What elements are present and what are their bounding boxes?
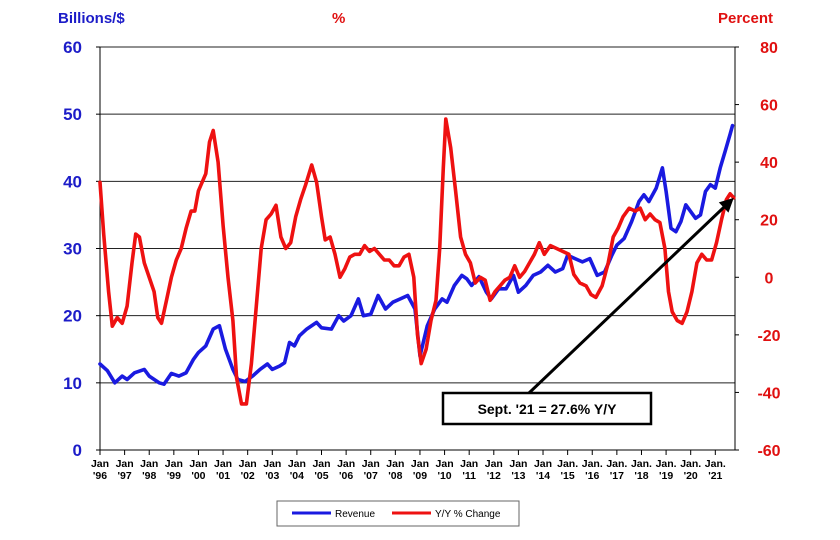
series-line-yoy-change	[98, 117, 736, 406]
series-lines	[98, 117, 736, 406]
x-tick-label: Jan	[337, 458, 355, 470]
x-tick-label: Jan	[386, 458, 404, 470]
x-tick-label: '16	[585, 470, 599, 482]
right-tick-label: -20	[757, 328, 780, 345]
x-tick-label: Jan	[460, 458, 478, 470]
x-tick-label: Jan	[116, 458, 134, 470]
legend-label-revenue: Revenue	[335, 509, 375, 520]
x-tick-label: '01	[216, 470, 230, 482]
x-tick-label: Jan	[312, 458, 330, 470]
x-tick-label: Jan	[411, 458, 429, 470]
x-tick-label: '09	[413, 470, 427, 482]
axes: 0102030405060-60-40-20020406080Jan'96Jan…	[63, 38, 781, 482]
left-tick-label: 60	[63, 38, 82, 57]
x-tick-label: Jan	[189, 458, 207, 470]
left-tick-label: 50	[63, 105, 82, 124]
annotation: Sept. '21 = 27.6% Y/Y	[441, 197, 734, 426]
right-tick-label: 40	[760, 155, 778, 172]
x-tick-label: '04	[290, 470, 304, 482]
x-tick-label: '03	[265, 470, 279, 482]
x-tick-label: Jan	[91, 458, 109, 470]
x-tick-label: '05	[314, 470, 328, 482]
x-tick-label: '98	[142, 470, 156, 482]
x-tick-label: Jan	[362, 458, 380, 470]
right-tick-label: 80	[760, 40, 778, 57]
x-tick-label: Jan	[239, 458, 257, 470]
x-tick-label: Jan.	[606, 458, 627, 470]
x-tick-label: Jan	[165, 458, 183, 470]
right-tick-label: 20	[760, 213, 778, 230]
left-axis-title: Billions/$	[58, 10, 125, 27]
legend: Revenue Y/Y % Change	[276, 500, 520, 527]
left-tick-label: 10	[63, 374, 82, 393]
x-tick-label: Jan.	[705, 458, 726, 470]
x-tick-label: '20	[684, 470, 698, 482]
x-tick-label: '06	[339, 470, 353, 482]
annotation-box	[441, 391, 653, 426]
x-tick-label: Jan	[436, 458, 454, 470]
left-tick-label: 20	[63, 307, 82, 326]
left-tick-label: 0	[73, 441, 82, 460]
x-tick-label: '18	[634, 470, 648, 482]
x-tick-label: Jan	[534, 458, 552, 470]
x-tick-label: Jan.	[557, 458, 578, 470]
left-tick-label: 30	[63, 240, 82, 259]
right-tick-label: 0	[765, 270, 774, 287]
annotation-text: Sept. '21 = 27.6% Y/Y	[478, 401, 618, 417]
annotation-arrowhead	[718, 197, 734, 213]
right-tick-label: -40	[757, 385, 780, 402]
annotation-arrow	[527, 203, 728, 395]
x-tick-label: Jan	[263, 458, 281, 470]
x-tick-label: '08	[388, 470, 402, 482]
x-tick-label: '11	[462, 470, 476, 482]
x-tick-label: '14	[536, 470, 550, 482]
x-tick-label: Jan	[140, 458, 158, 470]
x-tick-label: '96	[93, 470, 107, 482]
x-tick-label: Jan	[485, 458, 503, 470]
x-tick-label: '19	[659, 470, 673, 482]
x-tick-label: Jan.	[656, 458, 677, 470]
x-tick-label: '13	[511, 470, 525, 482]
x-tick-label: '21	[708, 470, 722, 482]
series-line-revenue	[98, 123, 735, 386]
legend-label-yoy: Y/Y % Change	[435, 509, 501, 520]
right-axis-title: Percent	[718, 10, 774, 27]
x-tick-label: Jan	[214, 458, 232, 470]
x-tick-label: '10	[437, 470, 451, 482]
x-tick-label: Jan	[288, 458, 306, 470]
right-tick-label: 60	[760, 98, 778, 115]
x-tick-label: '02	[241, 470, 255, 482]
x-tick-label: '17	[610, 470, 624, 482]
x-tick-label: '15	[561, 470, 575, 482]
x-tick-label: '12	[487, 470, 501, 482]
middle-title: %	[332, 10, 346, 27]
x-tick-label: '99	[167, 470, 181, 482]
right-tick-label: -60	[757, 443, 780, 460]
left-tick-label: 40	[63, 172, 82, 191]
x-tick-label: Jan.	[582, 458, 603, 470]
x-tick-label: '97	[118, 470, 132, 482]
x-tick-label: '00	[191, 470, 205, 482]
x-tick-label: Jan	[509, 458, 527, 470]
x-tick-label: Jan.	[680, 458, 701, 470]
x-tick-label: '07	[364, 470, 378, 482]
x-tick-label: Jan.	[631, 458, 652, 470]
